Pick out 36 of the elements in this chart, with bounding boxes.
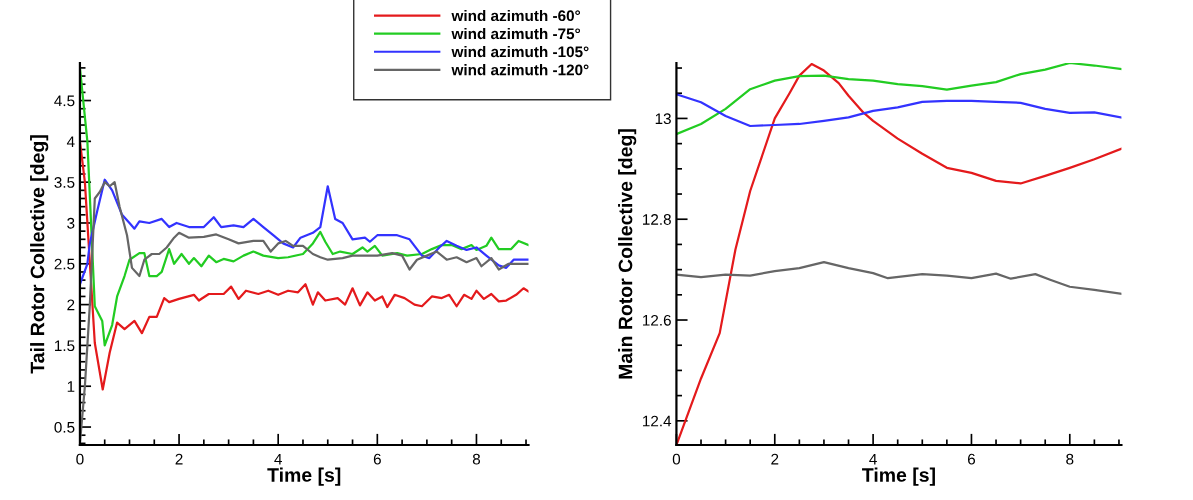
- x-tick-label: 2: [771, 453, 779, 465]
- line-series: [79, 178, 529, 286]
- y-tick-label: 2.5: [54, 258, 75, 270]
- x-tick-label: 4: [274, 453, 282, 465]
- y-axis-title: Main Rotor Collective [deg]: [618, 129, 637, 379]
- x-tick-label: 8: [1066, 453, 1074, 465]
- y-tick-label: 12.6: [643, 314, 671, 326]
- y-tick-label: 1.5: [55, 340, 75, 352]
- x-axis-title: Time [s]: [862, 467, 935, 486]
- y-tick-label: 3: [67, 217, 75, 229]
- y-tick-label: 1: [67, 381, 75, 392]
- x-tick-label: 0: [76, 453, 84, 465]
- x-tick-label: 4: [869, 453, 877, 465]
- y-axis-title: Tail Rotor Collective [deg]: [30, 135, 49, 374]
- x-axis-title: Time [s]: [267, 467, 341, 486]
- x-tick-label: 6: [373, 453, 381, 465]
- x-tick-label: 0: [672, 453, 681, 465]
- y-tick-label: 3.5: [54, 177, 75, 188]
- y-tick-label: 2: [67, 299, 75, 311]
- x-tick-label: 6: [967, 453, 976, 465]
- line-series: [676, 93, 1122, 128]
- legend-label: wind azimuth -75°: [451, 27, 581, 40]
- line-series: [676, 260, 1122, 295]
- legend-label: wind azimuth -120°: [451, 64, 589, 76]
- y-tick-label: 4: [66, 136, 75, 147]
- line-series: [676, 63, 1122, 445]
- y-tick-label: 4.5: [54, 95, 75, 107]
- x-tick-label: 2: [175, 453, 183, 465]
- line-series: [676, 63, 1122, 136]
- legend-label: wind azimuth -60°: [451, 9, 581, 22]
- x-tick-label: 8: [472, 453, 481, 465]
- y-tick-label: 0.5: [54, 421, 75, 433]
- legend-label: wind azimuth -105°: [451, 46, 589, 58]
- y-tick-label: 13: [655, 113, 671, 125]
- y-tick-label: 12.8: [643, 214, 671, 225]
- y-tick-label: 12.4: [643, 415, 672, 427]
